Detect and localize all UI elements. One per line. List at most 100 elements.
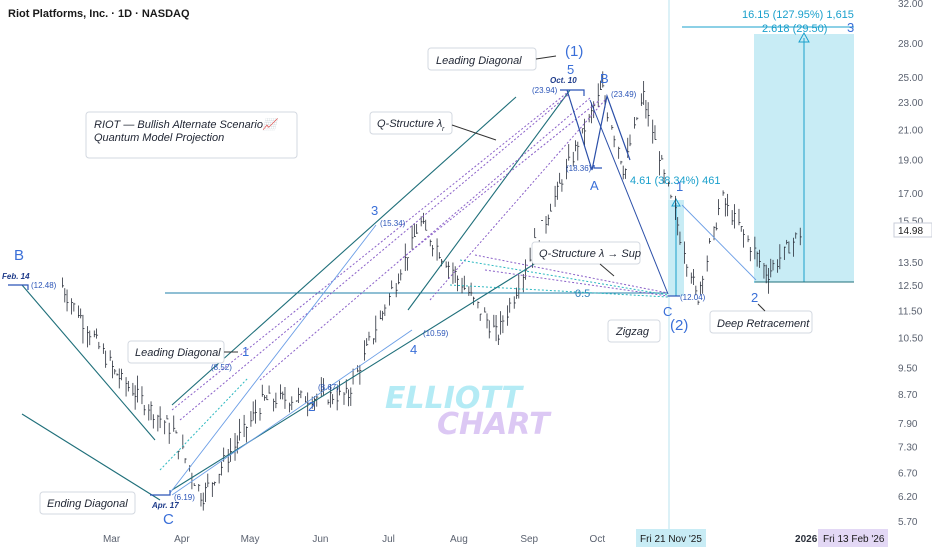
scenario-line2: Quantum Model Projection: [94, 132, 224, 144]
y-tick-label: 11.50: [898, 306, 923, 317]
y-tick-label: 6.20: [898, 492, 918, 503]
wave5-ray: [407, 89, 571, 311]
target-main-label: 16.15 (127.95%) 1,615: [742, 9, 854, 21]
wave-label-b-left: B: [14, 247, 24, 264]
date-label-apr17: Apr. 17: [151, 501, 179, 510]
x-tick-label: May: [241, 534, 260, 545]
wave-label-3: 3: [371, 203, 378, 218]
watermark-chart: CHART: [437, 407, 552, 442]
q-line-teal: [459, 259, 669, 296]
q-structure-label: Q-Structure λ: [377, 118, 442, 130]
end-date-box: [818, 529, 888, 547]
y-tick-label: 23.00: [898, 98, 923, 109]
label-box-bg: [39, 491, 136, 515]
wave-label-1-minor: 1: [676, 179, 683, 194]
deep-retracement-leader: [757, 303, 766, 312]
marker-apr17: [150, 490, 171, 496]
y-tick-label: 9.50: [898, 364, 918, 375]
price-label-1059: (10.59): [423, 329, 449, 338]
price-markers: [8, 89, 680, 496]
deep-retracement-label: Deep Retracement: [717, 318, 810, 330]
leading-diagonal-lower: [171, 247, 561, 491]
leading-diagonal-left-box: Leading Diagonal: [127, 340, 238, 364]
x-tick-label: Oct: [590, 534, 606, 545]
q-structure-sup-label: Q-Structure λ → Sup: [539, 248, 641, 260]
blue-line: [171, 329, 413, 496]
q-line-teal: [159, 377, 249, 471]
wave-label-2: 2: [308, 399, 315, 414]
y-tick-label: 13.50: [898, 258, 923, 269]
current-price-box: [893, 222, 932, 238]
watermark-elliott: ELLIOTT: [385, 381, 525, 416]
marker-oct10: [560, 89, 585, 96]
wave-label-deg2: (2): [670, 317, 688, 334]
x-tick-label: Aug: [450, 534, 468, 545]
wave-label-c-mid: C: [663, 304, 672, 319]
crosshair-date-box: [636, 529, 706, 547]
q-line: [399, 99, 601, 261]
wave-label-2-minor: 2: [751, 290, 758, 305]
date-label-oct10: Oct. 10: [550, 76, 577, 85]
bounce-measure-head: [671, 197, 681, 207]
label-box-bg: [607, 319, 661, 343]
end-date-tag: Fri 13 Feb '26: [818, 529, 888, 547]
deep-retracement-box: Deep Retracement: [709, 303, 813, 334]
leading-diagonal-left-label: Leading Diagonal: [135, 347, 221, 359]
scenario-box: RIOT — Bullish Alternate Scenario📈 Quant…: [85, 111, 298, 159]
blue-thin-lines: [169, 204, 757, 496]
q-structure-lines: [171, 91, 669, 421]
wave-label-deg1: (1): [565, 43, 583, 60]
q-line-teal: [449, 284, 669, 298]
q-line: [171, 91, 569, 411]
label-box-bg: [531, 241, 641, 265]
current-price-text: 14.98: [898, 226, 923, 237]
y-tick-label: 10.50: [898, 334, 923, 345]
x-tick-label: Apr: [174, 534, 190, 545]
q-structure-sup-box: Q-Structure λ → Sup: [531, 241, 641, 277]
price-label-852: (8.52): [211, 363, 232, 372]
leading-diagonal-top-label: Leading Diagonal: [436, 55, 522, 67]
target-fib-label: 2.618 (29.50): [762, 23, 827, 35]
price-label-1836: (18.36): [566, 164, 592, 173]
y-tick-label: 19.00: [898, 156, 923, 167]
wave-label-b-top: B: [600, 71, 609, 86]
leading-diagonal-top-leader: [535, 55, 557, 60]
q-line: [259, 97, 591, 381]
q-line: [474, 254, 669, 294]
wave-label-3-target: 3: [847, 20, 854, 35]
wave-label-4: 4: [410, 342, 417, 357]
y-tick-label: 7.30: [898, 443, 918, 454]
marker-1836: [593, 165, 602, 169]
label-box-bg: [709, 310, 813, 334]
end-date-text: Fri 13 Feb '26: [823, 534, 885, 545]
ending-diagonal-label: Ending Diagonal: [47, 498, 128, 510]
scenario-box-bg: [85, 111, 298, 159]
y-tick-label: 8.70: [898, 390, 918, 401]
candles: [62, 71, 802, 511]
y-tick-label: 5.70: [898, 517, 918, 528]
price-label-2349: (23.49): [611, 90, 637, 99]
zigzag-label: Zigzag: [615, 326, 650, 338]
fib-0-5-label: 0.5: [575, 288, 590, 300]
wave-label-a: A: [590, 178, 599, 193]
wave-path: [566, 89, 631, 171]
q-structure-sub: r: [442, 126, 445, 133]
q-line: [484, 269, 669, 297]
label-box-bg: [369, 111, 453, 135]
x-axis[interactable]: MarAprMayJunJulAugSepOctNov2026: [103, 534, 818, 545]
y-axis[interactable]: 32.00 28.00 25.00 23.00 21.00 19.00 17.00 15.50…: [898, 0, 923, 528]
y-tick-label: 32.00: [898, 0, 923, 10]
q-line: [179, 94, 569, 421]
price-label-1204: (12.04): [680, 293, 706, 302]
q-structure-lines-teal: [159, 259, 669, 471]
crosshair-date-tag: Fri 21 Nov '25: [636, 529, 706, 547]
ending-diagonal-box: Ending Diagonal: [39, 491, 136, 515]
wave-c-path: [589, 99, 669, 295]
x-tick-label: 2026: [795, 534, 818, 545]
x-tick-label: Mar: [103, 534, 121, 545]
trend-lines: [21, 89, 571, 501]
date-label-feb14: Feb. 14: [2, 272, 30, 281]
x-tick-label: Jun: [312, 534, 328, 545]
